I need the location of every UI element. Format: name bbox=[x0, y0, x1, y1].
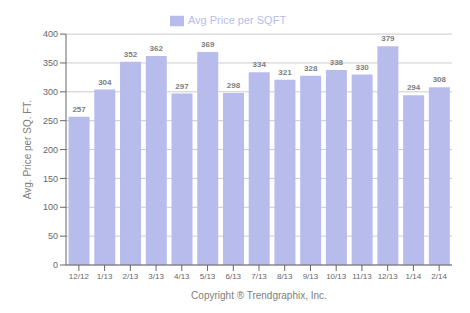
svg-text:338: 338 bbox=[330, 58, 344, 67]
svg-text:379: 379 bbox=[381, 34, 395, 43]
svg-text:334: 334 bbox=[253, 60, 267, 69]
svg-text:Copyright ® Trendgraphix, Inc.: Copyright ® Trendgraphix, Inc. bbox=[191, 290, 327, 301]
svg-text:304: 304 bbox=[98, 78, 112, 87]
svg-text:150: 150 bbox=[43, 174, 58, 184]
svg-text:50: 50 bbox=[48, 231, 58, 241]
svg-text:200: 200 bbox=[43, 145, 58, 155]
svg-text:1/13: 1/13 bbox=[97, 272, 113, 281]
svg-text:294: 294 bbox=[407, 83, 421, 92]
svg-text:7/13: 7/13 bbox=[251, 272, 267, 281]
svg-text:257: 257 bbox=[72, 105, 86, 114]
svg-text:1/14: 1/14 bbox=[406, 272, 422, 281]
svg-text:10/13: 10/13 bbox=[326, 272, 347, 281]
svg-text:330: 330 bbox=[355, 63, 369, 72]
svg-text:297: 297 bbox=[175, 82, 189, 91]
svg-text:2/14: 2/14 bbox=[431, 272, 447, 281]
svg-text:400: 400 bbox=[43, 29, 58, 39]
html-text:Avg Price per SQFT: Avg Price per SQFT bbox=[187, 14, 287, 26]
svg-text:6/13: 6/13 bbox=[225, 272, 241, 281]
svg-text:308: 308 bbox=[433, 75, 447, 84]
svg-text:362: 362 bbox=[150, 44, 164, 53]
svg-text:0: 0 bbox=[53, 260, 58, 270]
svg-text:352: 352 bbox=[124, 50, 138, 59]
svg-text:Avg. Price per SQ. FT.: Avg. Price per SQ. FT. bbox=[22, 100, 33, 199]
svg-text:11/13: 11/13 bbox=[352, 272, 372, 281]
svg-text:3/13: 3/13 bbox=[148, 272, 164, 281]
svg-text:298: 298 bbox=[227, 81, 241, 90]
svg-text:321: 321 bbox=[278, 68, 292, 77]
svg-text:9/13: 9/13 bbox=[303, 272, 319, 281]
svg-text:369: 369 bbox=[201, 40, 215, 49]
svg-text:328: 328 bbox=[304, 64, 318, 73]
svg-text:100: 100 bbox=[43, 202, 58, 212]
svg-text:350: 350 bbox=[43, 58, 58, 68]
svg-text:250: 250 bbox=[43, 116, 58, 126]
svg-text:12/12: 12/12 bbox=[69, 272, 90, 281]
svg-text:2/13: 2/13 bbox=[123, 272, 139, 281]
svg-text:12/13: 12/13 bbox=[378, 272, 399, 281]
svg-text:300: 300 bbox=[43, 87, 58, 97]
svg-text:5/13: 5/13 bbox=[200, 272, 216, 281]
svg-text:4/13: 4/13 bbox=[174, 272, 190, 281]
svg-text:8/13: 8/13 bbox=[277, 272, 293, 281]
